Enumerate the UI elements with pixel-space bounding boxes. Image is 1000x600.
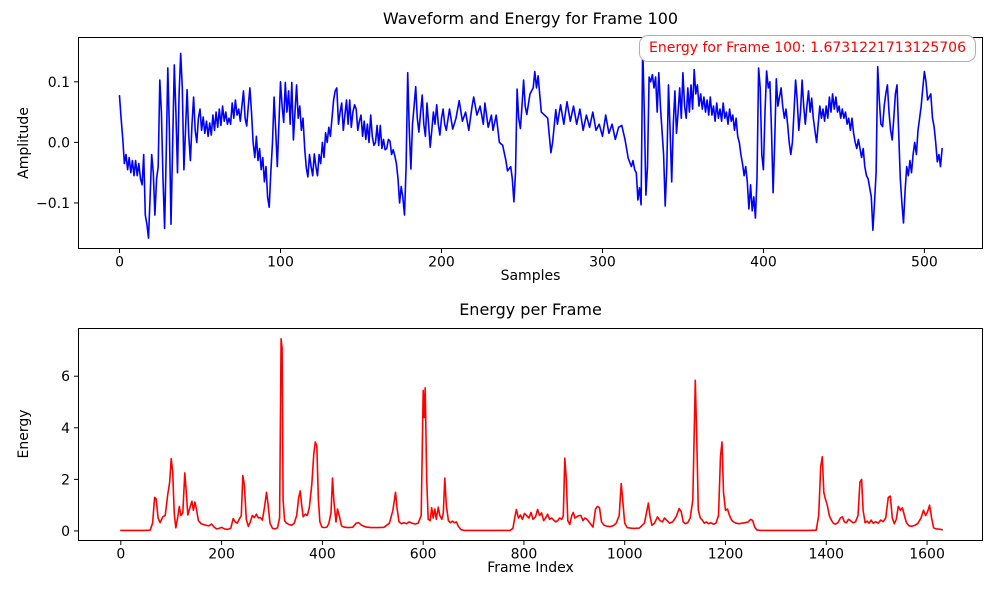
y-tick-label: 0.0 — [48, 135, 70, 151]
waveform-axes: Energy for Frame 100: 1.6731221713125706… — [36, 35, 983, 271]
energy-axes: 0 200 400 600 800 1000 1200 1400 1600 0 2 4 6 — [61, 328, 983, 563]
x-tick-label: 800 — [511, 547, 538, 563]
x-tick-label: 1600 — [909, 547, 945, 563]
energy-ylabel: Energy — [16, 409, 32, 459]
x-tick-label: 300 — [589, 255, 616, 271]
y-tick-label: 0 — [61, 524, 70, 540]
waveform-ylabel: Amplitude — [16, 107, 32, 179]
x-tick-label: 0 — [115, 255, 124, 271]
x-tick-label: 0 — [116, 547, 125, 563]
y-tick-label: −0.1 — [36, 196, 70, 212]
axes-spines — [78, 328, 983, 541]
x-tick-label: 1200 — [708, 547, 744, 563]
x-tick-label: 1400 — [808, 547, 844, 563]
x-tick-label: 200 — [428, 255, 455, 271]
x-tick-label: 400 — [309, 547, 336, 563]
waveform-xlabel: Samples — [500, 268, 561, 284]
y-tick-label: 0.1 — [48, 75, 70, 91]
y-tick-label: 2 — [61, 472, 70, 488]
plot-area: 0 200 400 600 800 1000 1200 1400 1600 0 2 4 6 — [61, 328, 983, 563]
energy-annotation-box: Energy for Frame 100: 1.6731221713125706 — [639, 35, 976, 63]
energy-line — [119, 338, 944, 532]
x-tick-label: 1000 — [607, 547, 643, 563]
axes-spines — [78, 37, 983, 249]
y-tick-label: 6 — [61, 369, 70, 385]
energy-xlabel: Frame Index — [487, 560, 574, 576]
x-tick-label: 100 — [267, 255, 294, 271]
waveform-line — [118, 44, 943, 239]
plot-area: 0 100 200 300 400 500 −0.1 0.0 0.1 — [36, 37, 983, 271]
x-tick-label: 600 — [410, 547, 437, 563]
x-tick-label: 500 — [911, 255, 938, 271]
x-tick-label: 400 — [750, 255, 777, 271]
energy-chart-title: Energy per Frame — [459, 300, 602, 319]
energy-annotation-text: Energy for Frame 100: 1.6731221713125706 — [649, 40, 966, 56]
waveform-chart-title: Waveform and Energy for Frame 100 — [382, 9, 679, 28]
y-tick-label: 4 — [61, 421, 70, 437]
x-tick-label: 200 — [208, 547, 235, 563]
